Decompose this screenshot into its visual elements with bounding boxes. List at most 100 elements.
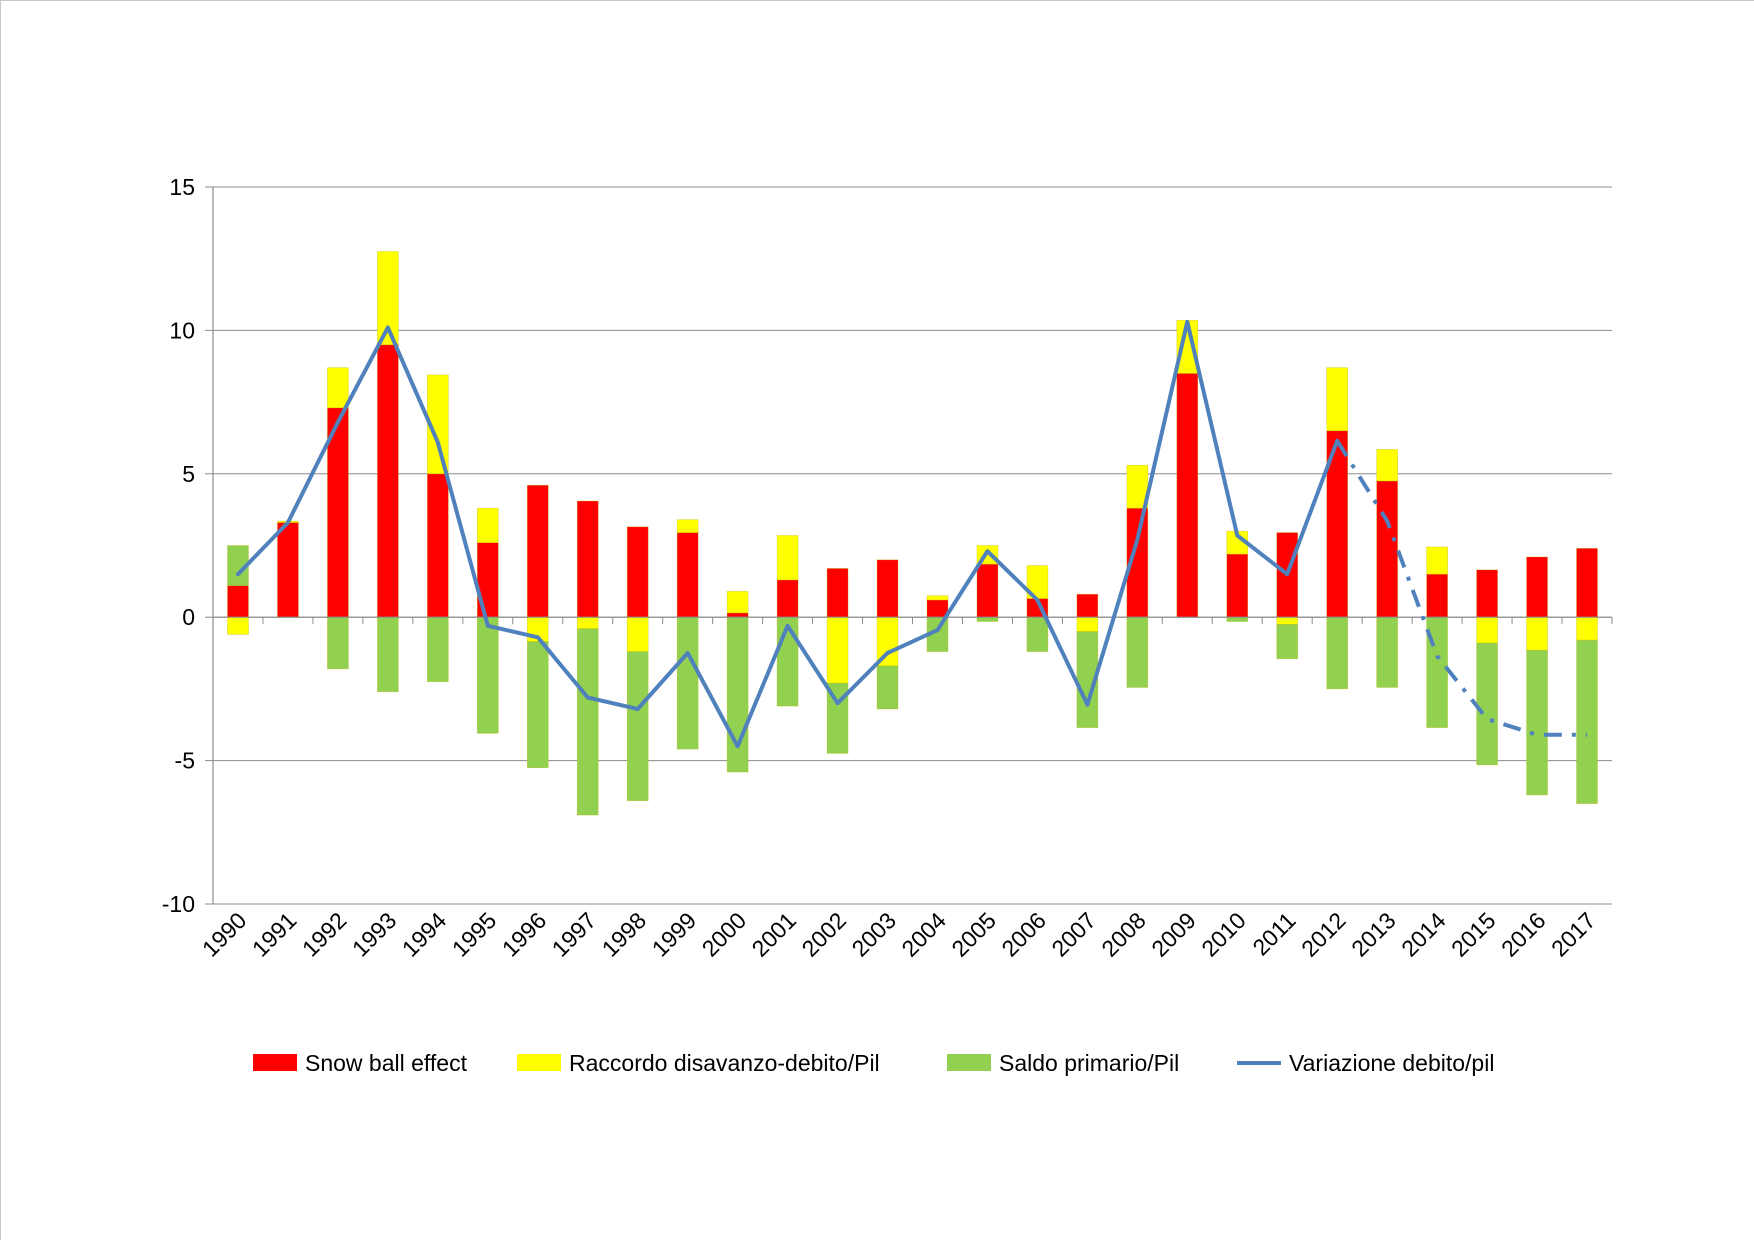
bar-saldo-primario-pil-2008	[1126, 616, 1149, 688]
bar-raccordo-disavanzo-debito-pil-2000	[726, 591, 749, 614]
bar-saldo-primario-pil-2013	[1376, 616, 1398, 688]
bar-snow-ball-effect-2001	[776, 579, 799, 618]
bar-saldo-primario-pil-1992	[327, 616, 349, 670]
bar-raccordo-disavanzo-debito-pil-1995	[477, 507, 499, 543]
bar-snow-ball-effect-1998	[626, 526, 649, 618]
bar-raccordo-disavanzo-debito-pil-1997	[576, 616, 599, 629]
y-axis-ticks: -10 -5 0 5 10 15	[162, 174, 195, 917]
x-tick-label: 2003	[846, 907, 901, 962]
x-tick-label: 1999	[647, 907, 702, 962]
legend-swatch	[947, 1054, 991, 1071]
bar-snow-ball-effect-2000	[726, 612, 749, 618]
y-tick-label: 0	[182, 604, 195, 630]
x-tick-label: 2015	[1446, 907, 1501, 962]
bar-saldo-primario-pil-2005	[976, 616, 999, 622]
x-tick-label: 1998	[597, 907, 652, 962]
legend-swatch	[517, 1054, 561, 1071]
bar-saldo-primario-pil-1993	[377, 616, 399, 693]
bar-saldo-primario-pil-2012	[1326, 616, 1348, 690]
x-tick-label: 1992	[297, 907, 352, 962]
x-tick-label: 2010	[1196, 907, 1251, 962]
bar-raccordo-disavanzo-debito-pil-2013	[1376, 449, 1398, 482]
x-axis-ticks: 1990199119921993199419951996199719981999…	[197, 907, 1601, 962]
x-tick-label: 1995	[447, 907, 502, 962]
axes	[212, 187, 1613, 904]
x-tick-label: 2009	[1146, 907, 1201, 962]
bar-saldo-primario-pil-2015	[1476, 642, 1498, 766]
bar-saldo-primario-pil-1997	[576, 628, 599, 816]
bar-snow-ball-effect-2004	[926, 599, 949, 618]
bar-saldo-primario-pil-1996	[526, 641, 549, 769]
bar-raccordo-disavanzo-debito-pil-1999	[676, 519, 699, 533]
legend: Snow ball effect Raccordo disavanzo-debit…	[253, 1050, 1494, 1076]
bar-raccordo-disavanzo-debito-pil-2017	[1576, 616, 1598, 641]
x-tick-label: 2017	[1546, 907, 1601, 962]
legend-label: Snow ball effect	[305, 1050, 468, 1076]
y-tick-label: 5	[182, 461, 195, 487]
bar-snow-ball-effect-2002	[826, 568, 849, 618]
x-tick-label: 2000	[697, 907, 752, 962]
x-tick-label: 2002	[797, 907, 852, 962]
y-tick-label: 10	[169, 317, 195, 343]
bar-snow-ball-effect-1996	[526, 484, 549, 618]
bar-raccordo-disavanzo-debito-pil-1993	[377, 251, 399, 346]
x-tick-label: 1994	[397, 907, 452, 962]
x-tick-label: 2014	[1396, 907, 1451, 962]
bar-raccordo-disavanzo-debito-pil-2015	[1476, 616, 1498, 644]
y-tick-label: -5	[175, 748, 195, 774]
bar-snow-ball-effect-2005	[976, 563, 999, 618]
bar-saldo-primario-pil-2000	[726, 616, 749, 773]
x-tick-label: 1997	[547, 907, 602, 962]
bar-snow-ball-effect-2016	[1526, 556, 1548, 618]
bar-saldo-primario-pil-1995	[477, 616, 499, 734]
legend-label: Saldo primario/Pil	[999, 1050, 1179, 1076]
bar-raccordo-disavanzo-debito-pil-1990	[227, 616, 249, 635]
bar-saldo-primario-pil-1999	[676, 616, 699, 750]
bar-snow-ball-effect-1993	[377, 344, 399, 618]
x-tick-label: 1996	[497, 907, 552, 962]
x-tick-label: 2004	[896, 907, 951, 962]
bar-saldo-primario-pil-2011	[1276, 624, 1299, 660]
bar-raccordo-disavanzo-debito-pil-2016	[1526, 616, 1548, 651]
y-tick-label: -10	[162, 891, 195, 917]
x-tick-label: 2011	[1247, 907, 1300, 960]
bar-snow-ball-effect-2007	[1076, 593, 1099, 618]
bar-raccordo-disavanzo-debito-pil-2014	[1426, 546, 1448, 575]
bars	[227, 251, 1598, 816]
bar-snow-ball-effect-2009	[1176, 373, 1199, 618]
debt-change-line-solid	[236, 319, 1340, 749]
x-tick-label: 2012	[1296, 907, 1351, 962]
bar-raccordo-disavanzo-debito-pil-1994	[427, 374, 449, 475]
bar-raccordo-disavanzo-debito-pil-2007	[1076, 616, 1099, 632]
x-tick-label: 2013	[1346, 907, 1401, 962]
x-tick-label: 2016	[1496, 907, 1551, 962]
bar-saldo-primario-pil-2016	[1526, 649, 1548, 796]
bar-snow-ball-effect-2013	[1376, 480, 1398, 618]
bar-saldo-primario-pil-2010	[1226, 616, 1249, 622]
bar-saldo-primario-pil-2003	[876, 665, 899, 710]
gridlines	[205, 186, 1612, 905]
debt-change-line-forecast	[1335, 439, 1587, 737]
bar-raccordo-disavanzo-debito-pil-2002	[826, 616, 849, 684]
bar-raccordo-disavanzo-debito-pil-2004	[926, 595, 949, 601]
x-tick-label: 2005	[946, 907, 1001, 962]
bar-snow-ball-effect-2017	[1576, 548, 1598, 618]
x-tick-label: 1990	[197, 907, 252, 962]
x-tick-label: 2001	[747, 907, 802, 962]
bar-snow-ball-effect-2003	[876, 559, 899, 618]
bar-raccordo-disavanzo-debito-pil-1998	[626, 616, 649, 652]
bar-saldo-primario-pil-2017	[1576, 639, 1598, 804]
debt-change-line	[236, 319, 1587, 749]
bar-saldo-primario-pil-1994	[427, 616, 449, 683]
legend-swatch	[253, 1054, 297, 1071]
bar-raccordo-disavanzo-debito-pil-1992	[327, 367, 349, 409]
x-tick-label: 2006	[996, 907, 1051, 962]
y-tick-label: 15	[169, 174, 195, 200]
bar-raccordo-disavanzo-debito-pil-2011	[1276, 616, 1299, 625]
bar-snow-ball-effect-1994	[427, 473, 449, 618]
x-tick-label: 1993	[347, 907, 402, 962]
bar-saldo-primario-pil-2006	[1026, 616, 1049, 652]
x-tick-label: 2008	[1096, 907, 1151, 962]
